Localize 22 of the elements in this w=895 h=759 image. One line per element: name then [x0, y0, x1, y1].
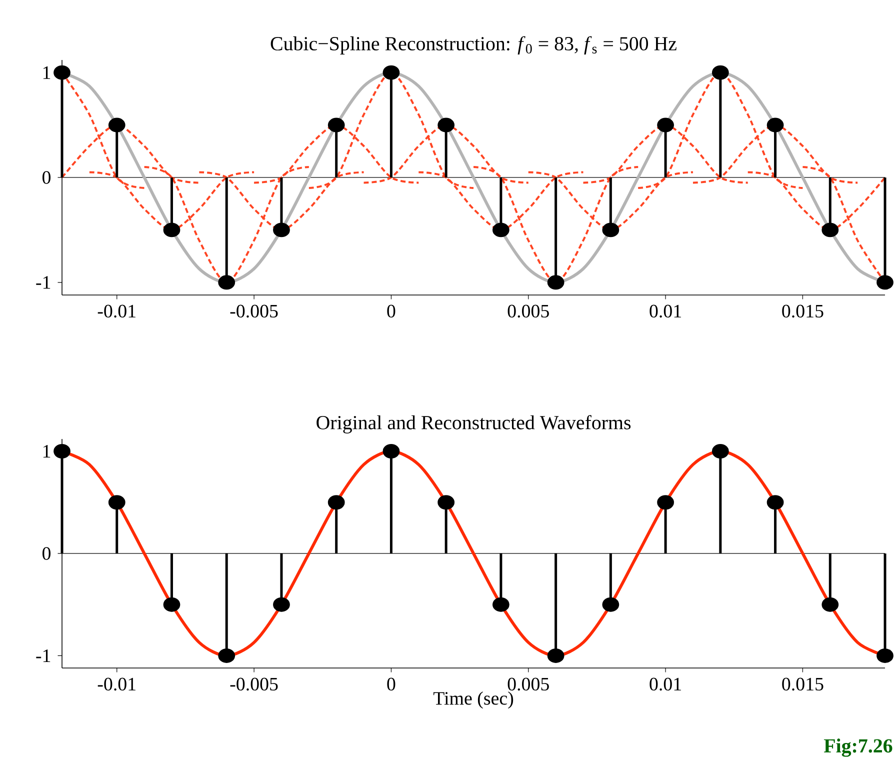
x-tick-label: 0 [387, 678, 396, 691]
x-tick-label: -0.01 [98, 678, 136, 691]
x-tick-label: 0.015 [782, 678, 824, 691]
x-tick-label: 0.01 [650, 678, 681, 691]
y-tick-label: -1 [36, 649, 50, 662]
x-tick-label: -0.005 [230, 304, 278, 318]
x-tick-label: -0.01 [98, 304, 136, 318]
x-tick-label: 0.01 [650, 304, 681, 318]
text: Fig:7.26 [824, 738, 892, 757]
x-tick-label: -0.005 [230, 678, 278, 691]
x-tick-label: 0.005 [508, 304, 549, 318]
chart-title: Cubic−Spline Reconstruction: f$_{0}$ = 83, f$_{s}$ = 500 Hz [270, 36, 676, 54]
y-tick-label: 0 [42, 171, 51, 184]
x-tick-label: 0 [387, 304, 396, 318]
y-tick-label: 1 [43, 445, 50, 458]
y-tick-label: -1 [36, 276, 50, 289]
y-tick-label: 0 [42, 547, 51, 560]
x-axis-title: Time (sec) [433, 691, 514, 709]
y-tick-label: 1 [43, 66, 50, 79]
x-tick-label: 0.005 [508, 678, 549, 691]
x-tick-label: 0.015 [782, 304, 824, 318]
chart-title: Original and Reconstructed Waveforms [316, 415, 631, 434]
